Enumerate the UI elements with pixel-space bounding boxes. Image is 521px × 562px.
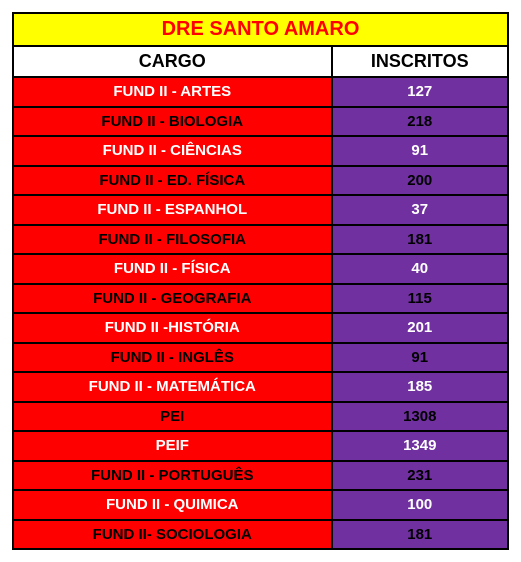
col-header-inscritos: INSCRITOS: [332, 46, 508, 77]
cell-cargo: PEIF: [13, 431, 332, 461]
cell-cargo: FUND II - QUIMICA: [13, 490, 332, 520]
cell-cargo: FUND II- SOCIOLOGIA: [13, 520, 332, 550]
table-row: FUND II- SOCIOLOGIA181: [13, 520, 508, 550]
table-row: FUND II -HISTÓRIA201: [13, 313, 508, 343]
cell-cargo: FUND II - ARTES: [13, 77, 332, 107]
cell-inscritos: 200: [332, 166, 508, 196]
cell-inscritos: 185: [332, 372, 508, 402]
table-row: FUND II - MATEMÁTICA185: [13, 372, 508, 402]
cell-cargo: FUND II - FÍSICA: [13, 254, 332, 284]
header-row: CARGO INSCRITOS: [13, 46, 508, 77]
cell-inscritos: 1349: [332, 431, 508, 461]
cell-inscritos: 91: [332, 343, 508, 373]
cell-cargo: FUND II - PORTUGUÊS: [13, 461, 332, 491]
title-row: DRE SANTO AMARO: [13, 13, 508, 46]
cell-cargo: FUND II - ESPANHOL: [13, 195, 332, 225]
cell-inscritos: 201: [332, 313, 508, 343]
table-row: PEIF1349: [13, 431, 508, 461]
table-row: FUND II - BIOLOGIA218: [13, 107, 508, 137]
cell-inscritos: 181: [332, 520, 508, 550]
dre-table: DRE SANTO AMARO CARGO INSCRITOS FUND II …: [12, 12, 509, 550]
cell-cargo: FUND II - FILOSOFIA: [13, 225, 332, 255]
cell-cargo: FUND II - MATEMÁTICA: [13, 372, 332, 402]
table-row: FUND II - ARTES127: [13, 77, 508, 107]
table-row: FUND II - QUIMICA100: [13, 490, 508, 520]
table-title: DRE SANTO AMARO: [13, 13, 508, 46]
cell-inscritos: 181: [332, 225, 508, 255]
cell-inscritos: 115: [332, 284, 508, 314]
cell-cargo: FUND II - BIOLOGIA: [13, 107, 332, 137]
cell-inscritos: 127: [332, 77, 508, 107]
cell-cargo: PEI: [13, 402, 332, 432]
table-row: FUND II - FILOSOFIA181: [13, 225, 508, 255]
table-row: FUND II - PORTUGUÊS231: [13, 461, 508, 491]
table-row: FUND II - CIÊNCIAS91: [13, 136, 508, 166]
cell-cargo: FUND II -HISTÓRIA: [13, 313, 332, 343]
cell-cargo: FUND II - INGLÊS: [13, 343, 332, 373]
col-header-cargo: CARGO: [13, 46, 332, 77]
cell-cargo: FUND II - CIÊNCIAS: [13, 136, 332, 166]
table-row: FUND II - ESPANHOL37: [13, 195, 508, 225]
cell-inscritos: 40: [332, 254, 508, 284]
cell-cargo: FUND II - GEOGRAFIA: [13, 284, 332, 314]
cell-inscritos: 218: [332, 107, 508, 137]
table-row: FUND II - ED. FÍSICA200: [13, 166, 508, 196]
table-row: FUND II - INGLÊS91: [13, 343, 508, 373]
cell-cargo: FUND II - ED. FÍSICA: [13, 166, 332, 196]
table-row: FUND II - GEOGRAFIA115: [13, 284, 508, 314]
cell-inscritos: 1308: [332, 402, 508, 432]
cell-inscritos: 100: [332, 490, 508, 520]
table-row: PEI1308: [13, 402, 508, 432]
cell-inscritos: 37: [332, 195, 508, 225]
cell-inscritos: 231: [332, 461, 508, 491]
cell-inscritos: 91: [332, 136, 508, 166]
table-row: FUND II - FÍSICA40: [13, 254, 508, 284]
